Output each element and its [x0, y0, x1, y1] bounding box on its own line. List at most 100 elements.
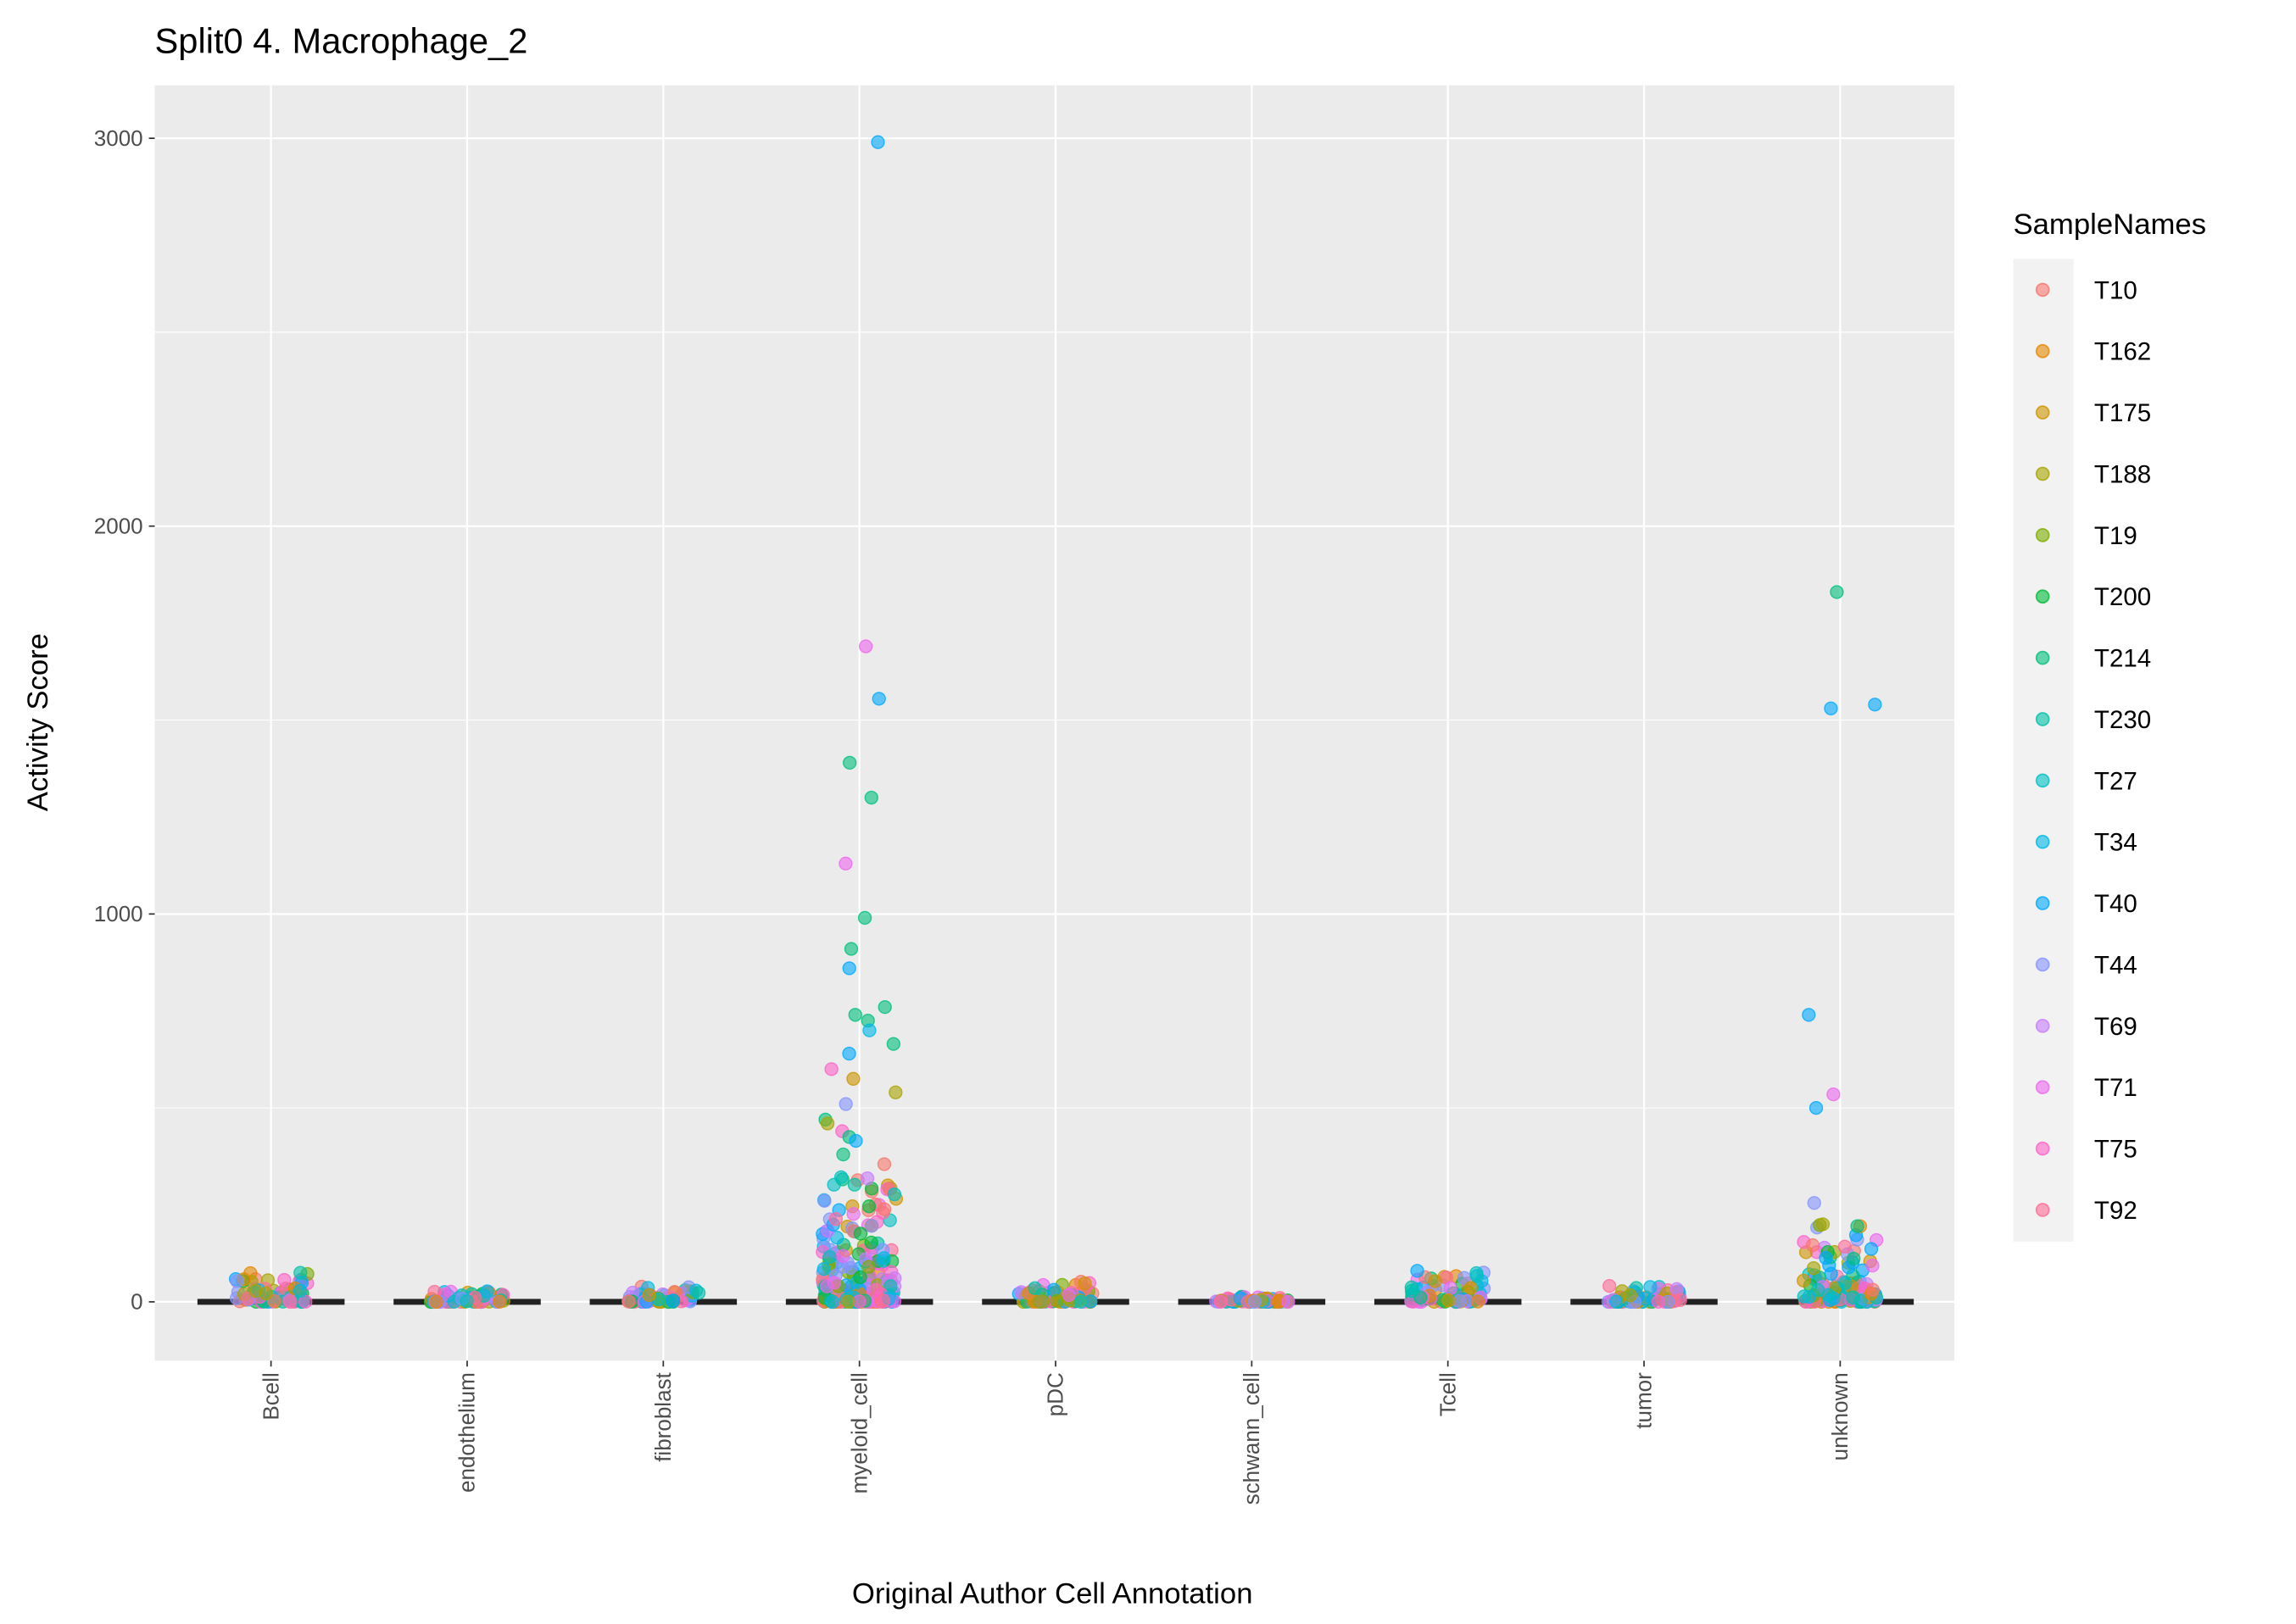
data-point — [1797, 1273, 1811, 1288]
data-point — [844, 1260, 858, 1275]
legend-key — [2035, 405, 2050, 420]
data-point — [861, 1260, 876, 1274]
legend-label: T188 — [2094, 460, 2151, 488]
data-point — [841, 1294, 855, 1309]
data-point — [1868, 698, 1882, 712]
legend-label: T162 — [2094, 338, 2151, 366]
legend-label: T44 — [2094, 951, 2137, 979]
data-point — [1797, 1289, 1811, 1304]
legend-key — [2035, 282, 2050, 298]
data-point — [849, 1133, 863, 1148]
data-point — [1837, 1239, 1852, 1254]
data-point — [877, 1251, 891, 1265]
x-tick-label: Bcell — [258, 1372, 283, 1420]
x-axis: Bcell endothelium fibroblast myeloid_cell pD… — [258, 1360, 1853, 1504]
chart-title: Split0 4. Macrophage_2 — [155, 20, 528, 60]
data-point — [829, 1231, 844, 1245]
data-point — [853, 1226, 868, 1241]
data-point — [846, 1071, 861, 1086]
legend-label: T69 — [2094, 1013, 2137, 1041]
data-point — [843, 755, 857, 770]
data-point — [865, 1219, 879, 1233]
data-point — [886, 1037, 900, 1051]
x-tick-label: myeloid_cell — [846, 1372, 872, 1493]
data-point — [839, 856, 853, 870]
legend-key — [2035, 650, 2050, 665]
x-tick-label: fibroblast — [650, 1371, 676, 1461]
data-point — [1651, 1294, 1666, 1310]
data-point — [1673, 1293, 1687, 1307]
legend-key — [2035, 896, 2050, 910]
data-point — [1838, 1276, 1853, 1290]
data-points — [228, 135, 1884, 1310]
y-tick-label: 1000 — [94, 901, 143, 926]
data-point — [1865, 1258, 1880, 1273]
data-point — [460, 1293, 474, 1309]
data-point — [1826, 1087, 1841, 1102]
legend-key — [2035, 1019, 2050, 1033]
data-point — [864, 790, 878, 805]
data-point — [1815, 1217, 1831, 1232]
data-point — [848, 1008, 862, 1022]
data-point — [1808, 1100, 1824, 1115]
y-tick-label: 3000 — [94, 125, 143, 151]
data-point — [691, 1286, 706, 1300]
x-tick-label: tumor — [1631, 1372, 1657, 1429]
data-point — [1846, 1290, 1860, 1304]
legend-key — [2035, 712, 2050, 726]
data-point — [824, 1062, 839, 1076]
data-point — [1865, 1282, 1880, 1297]
legend-key — [2035, 343, 2050, 359]
data-point — [429, 1294, 443, 1310]
data-point — [846, 1207, 861, 1221]
data-point — [1608, 1294, 1624, 1309]
data-point — [1470, 1294, 1485, 1309]
legend-key — [2035, 1203, 2050, 1217]
x-axis-title: Original Author Cell Annotation — [852, 1578, 1253, 1610]
data-point — [1643, 1280, 1658, 1294]
data-point — [857, 910, 872, 926]
data-point — [259, 1286, 273, 1301]
y-tick-label: 0 — [131, 1289, 142, 1315]
data-point — [876, 1293, 890, 1308]
legend-label: T92 — [2094, 1197, 2137, 1225]
data-point — [833, 1170, 849, 1185]
legend-key — [2035, 1080, 2050, 1095]
data-point — [1864, 1242, 1879, 1256]
grid-lines — [154, 85, 1955, 1361]
data-point — [878, 999, 892, 1015]
data-point — [1033, 1294, 1047, 1310]
legend-key — [2035, 528, 2050, 542]
data-point — [889, 1085, 903, 1099]
plot-panel — [154, 85, 1955, 1361]
legend-label: T175 — [2094, 399, 2151, 427]
data-point — [1443, 1281, 1457, 1295]
data-point — [621, 1294, 636, 1309]
data-point — [842, 961, 856, 976]
data-point — [819, 1279, 834, 1293]
data-point — [877, 1157, 892, 1171]
data-point — [817, 1193, 832, 1208]
data-point — [1623, 1288, 1638, 1303]
data-point — [1404, 1283, 1419, 1299]
data-point — [825, 1294, 840, 1310]
legend-key — [2035, 1141, 2050, 1156]
legend-label: T40 — [2094, 890, 2137, 918]
data-point — [822, 1249, 837, 1265]
x-tick-label: schwann_cell — [1239, 1372, 1264, 1504]
data-point — [1073, 1294, 1088, 1310]
data-point — [836, 1147, 850, 1162]
legend-label: T10 — [2094, 276, 2137, 304]
y-tick-label: 2000 — [94, 513, 143, 538]
data-point — [1847, 1251, 1861, 1266]
data-point — [842, 1046, 856, 1061]
data-point — [871, 135, 885, 149]
data-point — [864, 1235, 878, 1250]
legend-label: T230 — [2094, 706, 2151, 734]
legend-key — [2035, 834, 2050, 849]
data-point — [1824, 701, 1838, 715]
x-tick-label: Tcell — [1435, 1372, 1460, 1416]
data-point — [1469, 1269, 1485, 1283]
data-point — [1824, 1266, 1838, 1281]
